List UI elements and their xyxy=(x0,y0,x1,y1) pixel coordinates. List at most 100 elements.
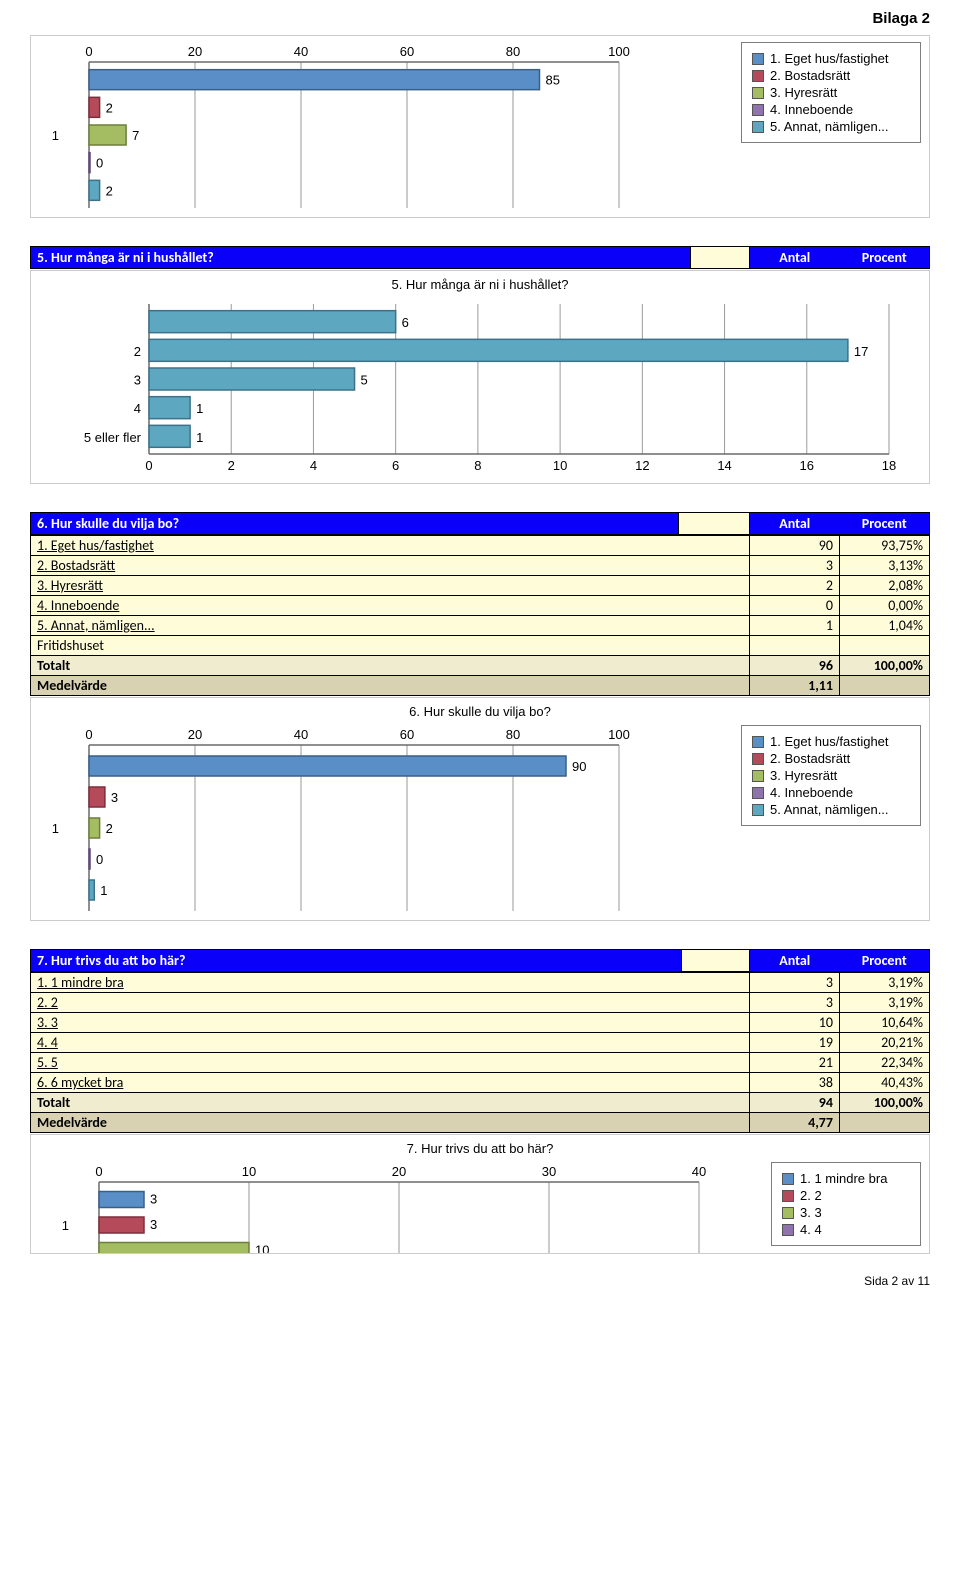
svg-text:10: 10 xyxy=(242,1164,256,1179)
row-label: Medelvärde xyxy=(31,676,750,696)
legend-item: 4. 4 xyxy=(782,1222,910,1237)
svg-text:100: 100 xyxy=(608,44,630,59)
row-antal: 2 xyxy=(750,576,840,596)
q7-h-antal: Antal xyxy=(750,950,840,972)
row-procent: 2,08% xyxy=(840,576,930,596)
row-antal: 10 xyxy=(750,1013,840,1033)
svg-text:90: 90 xyxy=(572,759,586,774)
svg-text:60: 60 xyxy=(400,727,414,742)
row-procent: 0,00% xyxy=(840,596,930,616)
row-antal: 21 xyxy=(750,1053,840,1073)
table-row-totalt: Totalt94100,00% xyxy=(31,1093,930,1113)
legend-item: 4. Inneboende xyxy=(752,785,910,800)
table-row: 2. 233,19% xyxy=(31,993,930,1013)
chart-top: 0204060801008527021 1. Eget hus/fastighe… xyxy=(30,35,930,218)
row-antal: 38 xyxy=(750,1073,840,1093)
row-antal: 96 xyxy=(750,656,840,676)
svg-text:10: 10 xyxy=(255,1243,269,1255)
q5-question-label: 5. Hur många är ni i hushållet? xyxy=(31,247,691,269)
q6-question-label: 6. Hur skulle du vilja bo? xyxy=(31,513,679,535)
svg-text:5 eller fler: 5 eller fler xyxy=(84,430,142,445)
svg-text:16: 16 xyxy=(800,458,814,473)
q6-h-procent: Procent xyxy=(840,513,930,535)
chart-top-legend: 1. Eget hus/fastighet2. Bostadsrätt3. Hy… xyxy=(741,42,921,143)
legend-item: 2. 2 xyxy=(782,1188,910,1203)
legend-item: 1. Eget hus/fastighet xyxy=(752,734,910,749)
legend-item: 2. Bostadsrätt xyxy=(752,751,910,766)
chart-top-svg: 0204060801008527021 xyxy=(39,42,659,212)
svg-text:40: 40 xyxy=(294,44,308,59)
svg-text:40: 40 xyxy=(692,1164,706,1179)
legend-item: 1. Eget hus/fastighet xyxy=(752,51,910,66)
svg-text:10: 10 xyxy=(553,458,567,473)
svg-text:0: 0 xyxy=(95,1164,102,1179)
row-label: 5. 5 xyxy=(31,1053,750,1073)
svg-text:3: 3 xyxy=(111,790,118,805)
row-medel: 1,11 xyxy=(750,676,840,696)
row-label: 3. Hyresrätt xyxy=(31,576,750,596)
table-row: 3. Hyresrätt22,08% xyxy=(31,576,930,596)
row-antal: 19 xyxy=(750,1033,840,1053)
svg-text:1: 1 xyxy=(196,401,203,416)
row-label: Fritidshuset xyxy=(31,636,750,656)
chart-q6-title: 6. Hur skulle du vilja bo? xyxy=(39,704,921,719)
table-row-medel: Medelvärde4,77 xyxy=(31,1113,930,1133)
row-procent: 93,75% xyxy=(840,536,930,556)
legend-item: 5. Annat, nämligen... xyxy=(752,802,910,817)
legend-item: 4. Inneboende xyxy=(752,102,910,117)
q7-question-label: 7. Hur trivs du att bo här? xyxy=(31,950,682,972)
svg-text:6: 6 xyxy=(402,315,409,330)
table-row: 4. 41920,21% xyxy=(31,1033,930,1053)
row-procent: 20,21% xyxy=(840,1033,930,1053)
q7-header-bar: 7. Hur trivs du att bo här? Antal Procen… xyxy=(30,949,930,972)
row-label: 4. Inneboende xyxy=(31,596,750,616)
legend-item: 1. 1 mindre bra xyxy=(782,1171,910,1186)
svg-text:18: 18 xyxy=(882,458,896,473)
row-procent: 3,13% xyxy=(840,556,930,576)
chart-q6-legend: 1. Eget hus/fastighet2. Bostadsrätt3. Hy… xyxy=(741,725,921,826)
chart-q5-title: 5. Hur många är ni i hushållet? xyxy=(39,277,921,292)
row-procent: 10,64% xyxy=(840,1013,930,1033)
chart-q6-svg: 0204060801009032011 xyxy=(39,725,659,915)
row-antal: 90 xyxy=(750,536,840,556)
q7-table: 1. 1 mindre bra33,19%2. 233,19%3. 31010,… xyxy=(30,972,930,1133)
svg-text:3: 3 xyxy=(150,1192,157,1207)
svg-text:20: 20 xyxy=(188,44,202,59)
legend-item: 3. 3 xyxy=(782,1205,910,1220)
svg-text:30: 30 xyxy=(542,1164,556,1179)
q6-h-antal: Antal xyxy=(750,513,840,535)
row-label: 4. 4 xyxy=(31,1033,750,1053)
legend-item: 3. Hyresrätt xyxy=(752,85,910,100)
row-procent: 100,00% xyxy=(840,656,930,676)
table-row: 1. Eget hus/fastighet9093,75% xyxy=(31,536,930,556)
svg-text:4: 4 xyxy=(134,401,141,416)
q6-header-bar: 6. Hur skulle du vilja bo? Antal Procent xyxy=(30,512,930,535)
row-label: Totalt xyxy=(31,656,750,676)
chart-q7-svg: 01020304033101 xyxy=(39,1162,739,1254)
svg-text:5: 5 xyxy=(361,373,368,388)
svg-text:80: 80 xyxy=(506,727,520,742)
svg-text:8: 8 xyxy=(474,458,481,473)
svg-text:2: 2 xyxy=(228,458,235,473)
chart-q7-title: 7. Hur trivs du att bo här? xyxy=(39,1141,921,1156)
q5-empty xyxy=(691,247,750,269)
svg-text:1: 1 xyxy=(100,883,107,898)
svg-text:12: 12 xyxy=(635,458,649,473)
q7-h-procent: Procent xyxy=(840,950,930,972)
svg-text:2: 2 xyxy=(106,100,113,115)
table-row: 5. Annat, nämligen...11,04% xyxy=(31,616,930,636)
row-antal: 3 xyxy=(750,973,840,993)
row-label: 2. 2 xyxy=(31,993,750,1013)
table-row-totalt: Totalt96100,00% xyxy=(31,656,930,676)
legend-item: 5. Annat, nämligen... xyxy=(752,119,910,134)
svg-text:0: 0 xyxy=(96,852,103,867)
svg-text:1: 1 xyxy=(196,430,203,445)
svg-text:85: 85 xyxy=(546,73,560,88)
svg-text:2: 2 xyxy=(134,344,141,359)
chart-q6: 6. Hur skulle du vilja bo? 0204060801009… xyxy=(30,697,930,921)
svg-text:17: 17 xyxy=(854,344,868,359)
chart-q5-svg: 0246810121416186172531415 eller fler xyxy=(39,298,919,478)
svg-text:0: 0 xyxy=(85,44,92,59)
row-antal: 3 xyxy=(750,556,840,576)
row-label: 5. Annat, nämligen... xyxy=(31,616,750,636)
